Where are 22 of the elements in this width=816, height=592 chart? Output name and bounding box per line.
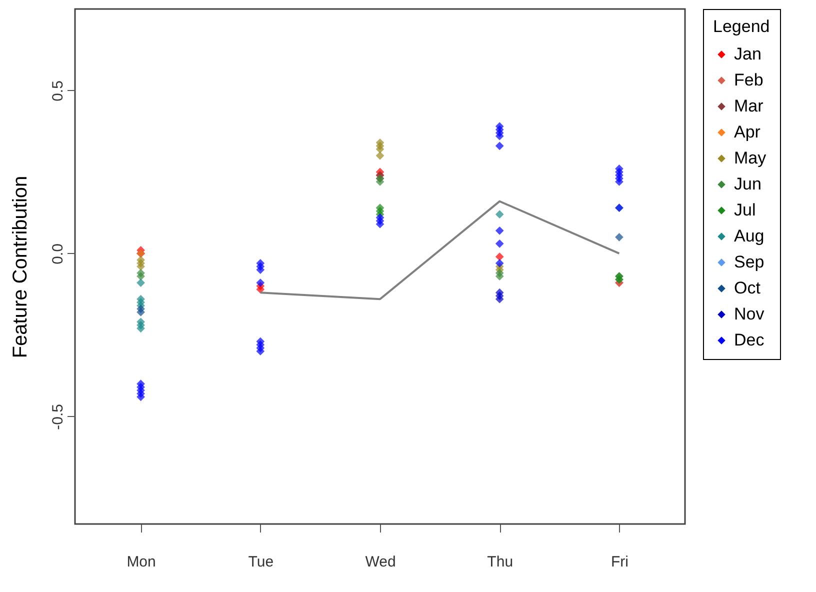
legend-label: Aug: [734, 226, 764, 246]
legend-label: Jun: [734, 174, 762, 194]
legend-label: Feb: [734, 70, 764, 90]
y-tick-label: 0.5: [50, 80, 66, 102]
y-tick-label: -0.5: [50, 404, 66, 430]
x-tick-label: Tue: [248, 554, 274, 570]
legend-label: Nov: [734, 304, 765, 324]
x-tick-label: Thu: [487, 554, 514, 570]
legend-title: Legend: [713, 17, 770, 36]
legend-label: Dec: [734, 330, 765, 350]
legend-label: May: [734, 148, 767, 168]
legend-label: Jul: [734, 200, 756, 220]
legend-label: Oct: [734, 278, 761, 298]
legend-label: Mar: [734, 96, 764, 116]
x-tick-label: Wed: [365, 554, 396, 570]
x-tick-label: Fri: [610, 554, 628, 570]
legend-label: Sep: [734, 252, 764, 272]
legend-label: Apr: [734, 122, 761, 142]
y-tick-label: 0.0: [50, 244, 66, 264]
x-tick-label: Mon: [126, 554, 156, 570]
y-axis-title: Feature Contribution: [10, 176, 32, 358]
legend-label: Jan: [734, 44, 762, 64]
